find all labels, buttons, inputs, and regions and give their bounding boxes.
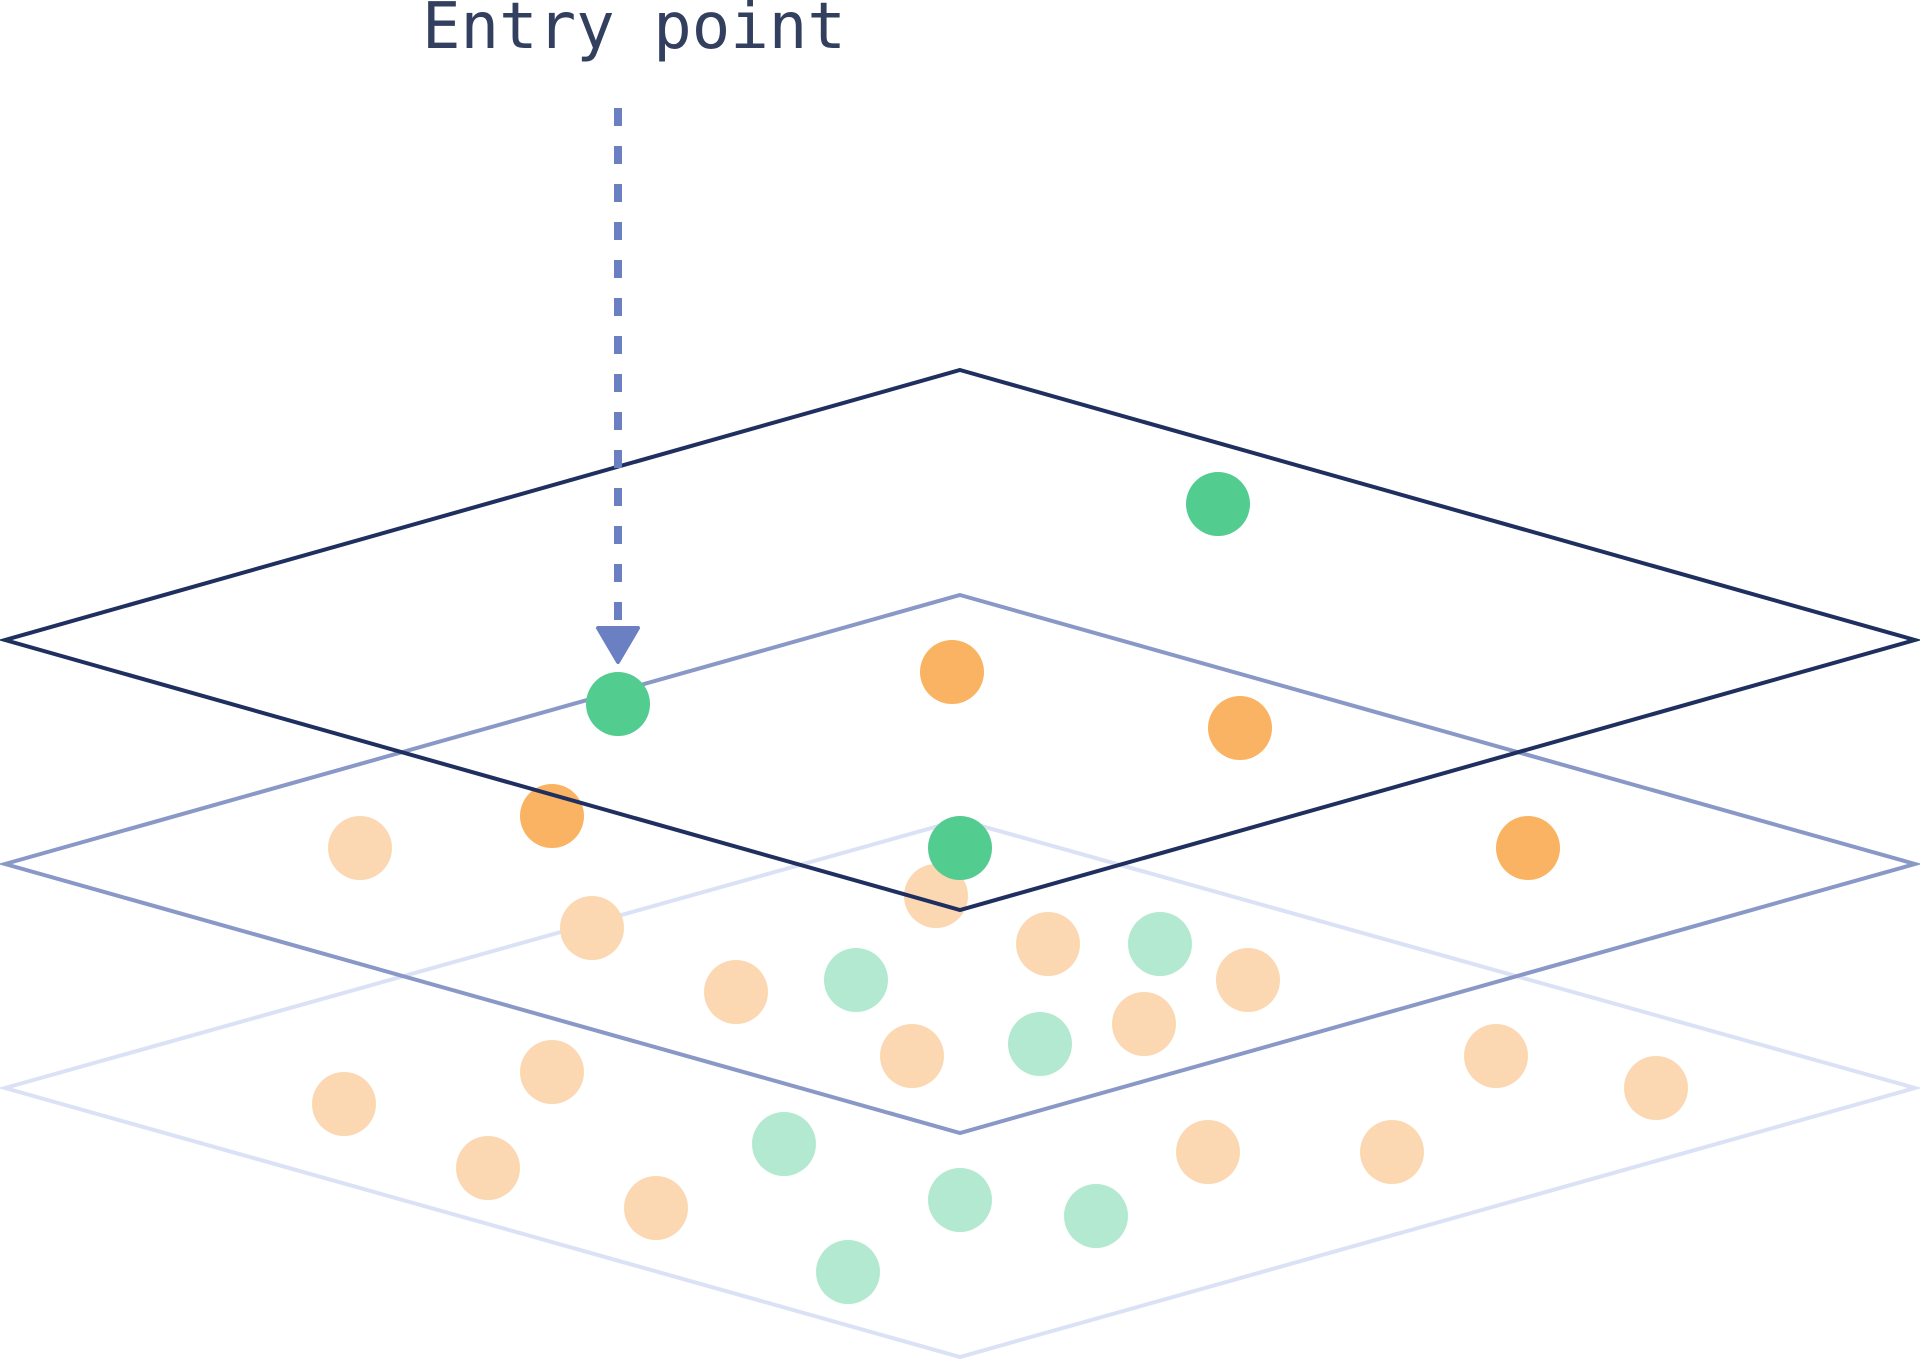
layer-top-node bbox=[1186, 472, 1250, 536]
layer-bottom-node bbox=[1016, 912, 1080, 976]
layer-bottom-node bbox=[928, 1168, 992, 1232]
layer-bottom-node bbox=[312, 1072, 376, 1136]
layer-middle-node bbox=[928, 816, 992, 880]
layer-bottom-node bbox=[880, 1024, 944, 1088]
layer-middle-node bbox=[1208, 696, 1272, 760]
layer-bottom-node bbox=[1464, 1024, 1528, 1088]
layer-bottom-node bbox=[624, 1176, 688, 1240]
layer-bottom-nodes bbox=[312, 816, 1688, 1304]
layer-bottom-node bbox=[1216, 948, 1280, 1012]
layer-bottom-node bbox=[752, 1112, 816, 1176]
layer-bottom-node bbox=[1624, 1056, 1688, 1120]
entry-arrow-head bbox=[596, 626, 640, 664]
entry-point-label: Entry point bbox=[422, 0, 846, 64]
layer-bottom-outline bbox=[0, 817, 1920, 1360]
layer-bottom-node bbox=[456, 1136, 520, 1200]
layer-middle-nodes bbox=[520, 640, 1560, 880]
layer-middle-node bbox=[586, 672, 650, 736]
layer-top-nodes bbox=[1186, 472, 1250, 536]
layer-bottom-node bbox=[520, 1040, 584, 1104]
layer-bottom-node bbox=[904, 864, 968, 928]
layer-bottom-node bbox=[560, 896, 624, 960]
layer-bottom-node bbox=[1176, 1120, 1240, 1184]
layer-middle-outline bbox=[0, 592, 1920, 1136]
layer-top-outline bbox=[0, 367, 1920, 913]
layer-bottom-node bbox=[1128, 912, 1192, 976]
layer-middle-node bbox=[1496, 816, 1560, 880]
layer-bottom-node bbox=[1064, 1184, 1128, 1248]
layer-middle-node bbox=[920, 640, 984, 704]
layer-bottom-node bbox=[1360, 1120, 1424, 1184]
layer-bottom-node bbox=[824, 948, 888, 1012]
layer-bottom-node bbox=[1008, 1012, 1072, 1076]
layer-bottom-node bbox=[704, 960, 768, 1024]
layer-bottom-node bbox=[1112, 992, 1176, 1056]
layer-bottom-node bbox=[816, 1240, 880, 1304]
layer-bottom-node bbox=[328, 816, 392, 880]
